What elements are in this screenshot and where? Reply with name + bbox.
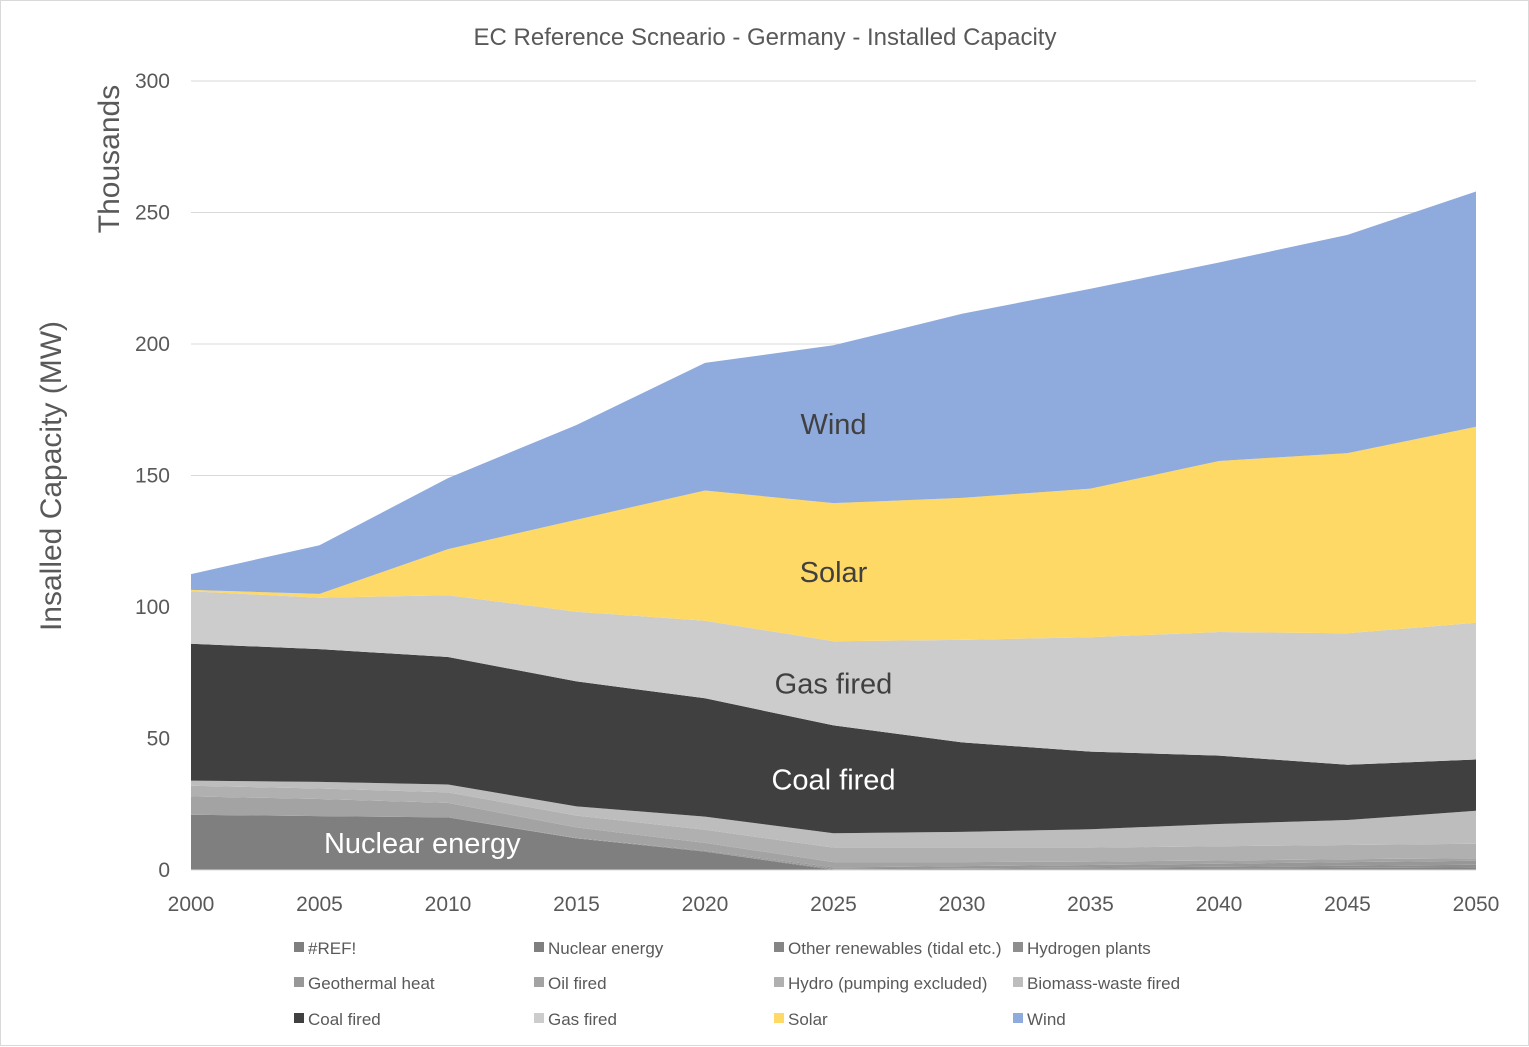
legend-label: Other renewables (tidal etc.) xyxy=(788,939,1002,958)
legend-label: Biomass-waste fired xyxy=(1027,974,1180,993)
legend-item-hydro-pumping-excluded: Hydro (pumping excluded) xyxy=(774,974,987,993)
legend-label: Hydro (pumping excluded) xyxy=(788,974,987,993)
legend-item-coal-fired: Coal fired xyxy=(294,1010,381,1029)
legend-swatch xyxy=(294,977,304,987)
y-tick-label: 150 xyxy=(135,465,170,488)
area-nuclear-energy xyxy=(191,814,1476,870)
x-tick-label: 2025 xyxy=(810,893,857,916)
legend-swatch xyxy=(774,942,784,952)
area-label-gas-fired: Gas fired xyxy=(775,668,893,700)
legend-label: Geothermal heat xyxy=(308,974,435,993)
legend-item-gas-fired: Gas fired xyxy=(534,1010,617,1029)
x-tick-label: 2020 xyxy=(682,893,729,916)
legend-swatch xyxy=(294,942,304,952)
legend: #REF! Nuclear energy Other renewables (tid… xyxy=(294,939,1180,1029)
legend-swatch xyxy=(1013,1013,1023,1023)
legend-item-wind: Wind xyxy=(1013,1010,1066,1029)
y-tick-label: 250 xyxy=(135,202,170,225)
legend-swatch xyxy=(1013,977,1023,987)
y-axis-ticks: 0 50 100 150 200 250 300 xyxy=(135,70,170,882)
area-biomass-waste-fired xyxy=(191,780,1476,848)
area-label-wind: Wind xyxy=(800,409,866,441)
legend-item-biomass-waste-fired: Biomass-waste fired xyxy=(1013,974,1180,993)
legend-swatch xyxy=(534,942,544,952)
area-wind xyxy=(191,191,1476,594)
area-series xyxy=(191,191,1476,871)
legend-label: Wind xyxy=(1027,1010,1066,1029)
area-labels: Wind Solar Gas fired Coal fired Nuclear ener… xyxy=(324,409,896,860)
area-gas-fired xyxy=(191,591,1476,765)
legend-swatch xyxy=(534,977,544,987)
y-axis-units-label: Thousands xyxy=(93,85,126,233)
legend-swatch xyxy=(774,977,784,987)
legend-label: #REF! xyxy=(308,939,356,958)
legend-label: Solar xyxy=(788,1010,828,1029)
legend-swatch xyxy=(534,1013,544,1023)
y-tick-label: 100 xyxy=(135,596,170,619)
legend-item-nuclear-energy: Nuclear energy xyxy=(534,939,664,958)
area-label-solar: Solar xyxy=(800,557,868,589)
y-tick-label: 0 xyxy=(158,859,170,882)
y-tick-label: 200 xyxy=(135,333,170,356)
x-tick-label: 2035 xyxy=(1067,893,1114,916)
legend-item-other-renewables-tidal-etc: Other renewables (tidal etc.) xyxy=(774,939,1002,958)
area-oil-fired xyxy=(191,796,1476,868)
area-hydro-pumping-excluded xyxy=(191,785,1476,863)
legend-swatch xyxy=(1013,942,1023,952)
y-tick-label: 50 xyxy=(147,728,170,751)
area-label-coal-fired: Coal fired xyxy=(771,764,895,796)
legend-label: Gas fired xyxy=(548,1010,617,1029)
area-geothermal-heat xyxy=(191,814,1476,869)
x-tick-label: 2045 xyxy=(1324,893,1371,916)
y-tick-label: 300 xyxy=(135,70,170,93)
area-coal-fired xyxy=(191,643,1476,834)
y-axis-title: Insalled Capacity (MW) xyxy=(35,321,68,631)
chart-title: EC Reference Scneario - Germany - Instal… xyxy=(474,24,1057,51)
x-tick-label: 2040 xyxy=(1196,893,1243,916)
area-label-nuclear-energy: Nuclear energy xyxy=(324,828,521,860)
legend-swatch xyxy=(774,1013,784,1023)
x-tick-label: 2005 xyxy=(296,893,343,916)
legend-item-ref: #REF! xyxy=(294,939,356,958)
x-tick-label: 2015 xyxy=(553,893,600,916)
legend-swatch xyxy=(294,1013,304,1023)
legend-label: Nuclear energy xyxy=(548,939,664,958)
x-tick-label: 2000 xyxy=(168,893,215,916)
legend-label: Oil fired xyxy=(548,974,607,993)
legend-item-oil-fired: Oil fired xyxy=(534,974,607,993)
area-solar xyxy=(191,426,1476,642)
legend-item-solar: Solar xyxy=(774,1010,828,1029)
legend-item-geothermal-heat: Geothermal heat xyxy=(294,974,435,993)
legend-item-hydrogen-plants: Hydrogen plants xyxy=(1013,939,1151,958)
x-tick-label: 2030 xyxy=(939,893,986,916)
x-axis-ticks: 2000 2005 2010 2015 2020 2025 2030 2035 2040 2045… xyxy=(168,893,1500,916)
legend-label: Coal fired xyxy=(308,1010,381,1029)
legend-label: Hydrogen plants xyxy=(1027,939,1151,958)
x-tick-label: 2050 xyxy=(1453,893,1500,916)
x-tick-label: 2010 xyxy=(425,893,472,916)
